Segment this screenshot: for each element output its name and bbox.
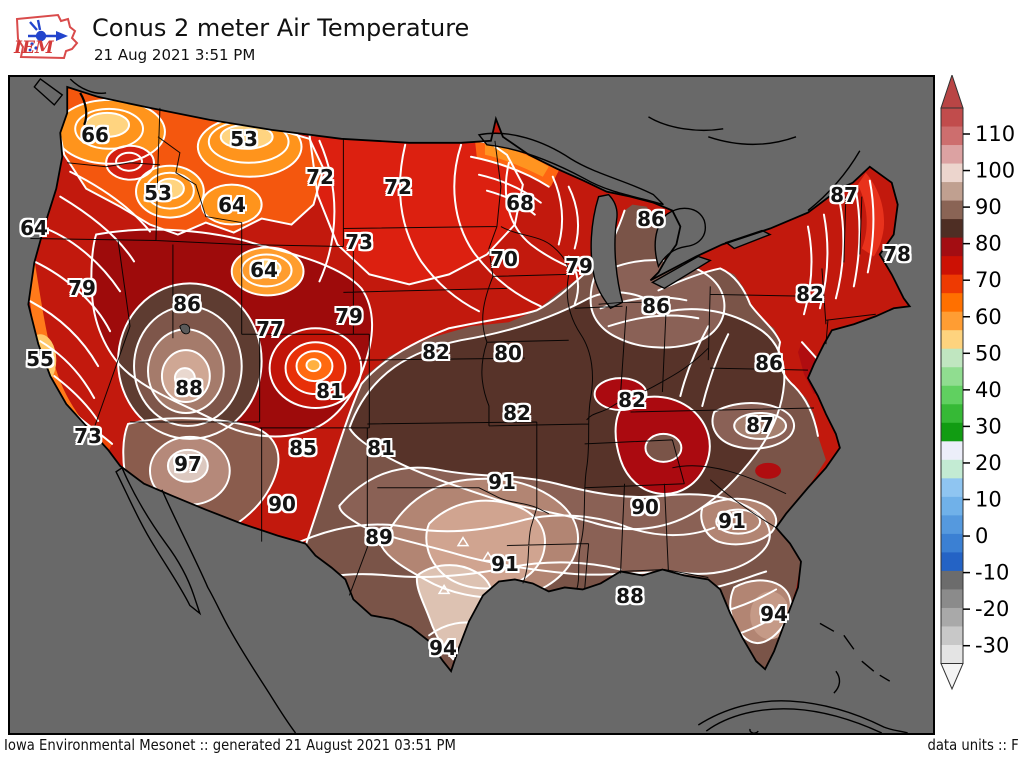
svg-text:20: 20: [975, 451, 1002, 475]
iem-logo-text: IEM: [14, 38, 54, 58]
timestamp: 21 Aug 2021 3:51 PM: [94, 46, 255, 64]
footer-units: data units :: F: [928, 736, 1019, 754]
svg-text:10: 10: [975, 488, 1002, 512]
svg-text:40: 40: [975, 378, 1002, 402]
colorbar-segments: [941, 108, 963, 664]
page-title: Conus 2 meter Air Temperature: [92, 14, 469, 42]
svg-text:100: 100: [975, 159, 1015, 183]
svg-text:50: 50: [975, 341, 1002, 365]
svg-text:-20: -20: [975, 597, 1009, 621]
header: IEM Conus 2 meter Air Temperature 21 Aug…: [0, 0, 1024, 75]
svg-text:80: 80: [975, 232, 1002, 256]
svg-text:60: 60: [975, 305, 1002, 329]
footer-attribution: Iowa Environmental Mesonet :: generated …: [4, 736, 456, 754]
svg-text:110: 110: [975, 122, 1015, 146]
map-canvas: 6653536464727268868778737079826479867977…: [8, 75, 935, 735]
svg-text:70: 70: [975, 268, 1002, 292]
svg-text:90: 90: [975, 195, 1002, 219]
iem-logo-icon: [10, 6, 84, 68]
svg-text:-30: -30: [975, 634, 1009, 658]
temperature-colorbar: 1101009080706050403020100-10-20-30: [935, 75, 1024, 735]
svg-text:-10: -10: [975, 561, 1009, 585]
svg-text:30: 30: [975, 414, 1002, 438]
colorbar-ticks: 1101009080706050403020100-10-20-30: [963, 122, 1015, 658]
conus-temperature-map: [10, 77, 933, 733]
svg-text:0: 0: [975, 524, 988, 548]
